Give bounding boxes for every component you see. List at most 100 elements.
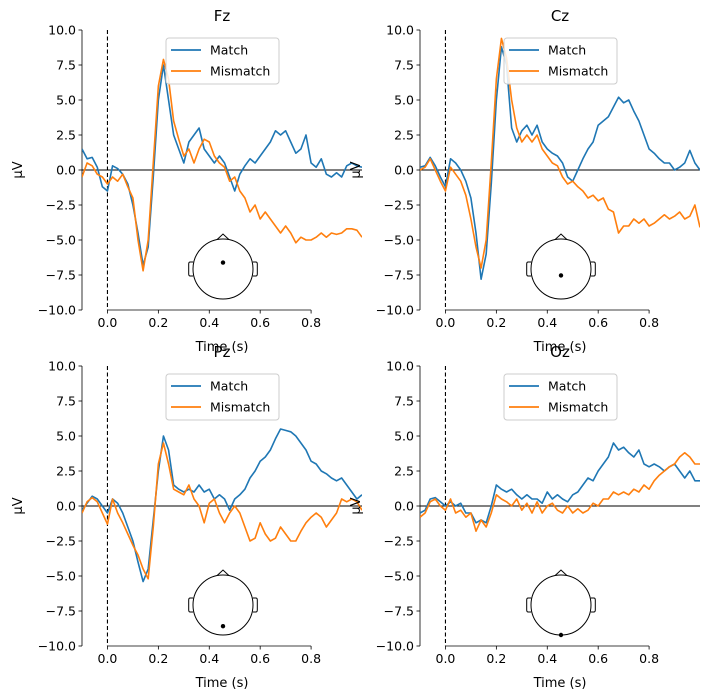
- y-tick-label: 0.0: [394, 163, 414, 178]
- y-tick-label: −7.5: [46, 604, 76, 619]
- series-line-mismatch: [420, 452, 700, 532]
- y-tick-label: 2.5: [56, 464, 76, 479]
- y-tick-label: 7.5: [394, 394, 414, 409]
- x-tick-label: 0.2: [486, 315, 506, 330]
- y-axis-label: µV: [11, 497, 26, 514]
- y-tick-label: −5.0: [46, 233, 76, 248]
- y-tick-label: 0.0: [56, 499, 76, 514]
- x-tick-label: 0.2: [148, 651, 168, 666]
- series-line-mismatch: [420, 37, 700, 269]
- x-tick-label: 0.8: [301, 315, 321, 330]
- y-tick-label: −2.5: [384, 198, 414, 213]
- x-axis-label: Time (s): [195, 340, 249, 355]
- head-sensor-inset: [526, 569, 596, 638]
- y-axis-label: µV: [11, 161, 26, 178]
- series-line-match: [420, 46, 700, 280]
- legend-label-match: Match: [210, 379, 248, 394]
- series-line-mismatch: [82, 58, 362, 272]
- y-tick-label: 10.0: [48, 23, 76, 38]
- x-tick-label: 0.2: [148, 315, 168, 330]
- x-tick-label: 0.4: [199, 651, 219, 666]
- x-tick-label: 0.4: [199, 315, 219, 330]
- y-tick-label: −10.0: [38, 639, 76, 654]
- legend: Match Mismatch: [165, 37, 280, 85]
- left-ear: [526, 261, 532, 277]
- panel-title: Fz: [214, 7, 231, 25]
- y-tick-label: −2.5: [46, 534, 76, 549]
- x-tick-label: 0.0: [98, 315, 118, 330]
- head-sensor-inset: [526, 233, 596, 300]
- series-line-match: [420, 442, 700, 524]
- panel-oz: −10.0 −7.5 −5.0 −2.5 0.0 2.5 5.0 7.5 10.0 0.0 0.2 0…: [349, 343, 700, 691]
- x-tick-label: 0.6: [250, 651, 270, 666]
- legend-label-match: Match: [210, 43, 248, 58]
- panel-title: Oz: [550, 343, 570, 361]
- x-tick-label: 0.0: [436, 651, 456, 666]
- legend-label-mismatch: Mismatch: [210, 400, 270, 415]
- legend-label-mismatch: Mismatch: [548, 400, 608, 415]
- head-outline: [530, 574, 592, 636]
- panel-cz: −10.0 −7.5 −5.0 −2.5 0.0 2.5 5.0 7.5 10.0 0.0 0.2 0…: [349, 7, 700, 355]
- x-axis-label: Time (s): [533, 340, 587, 355]
- sensor-dot: [220, 623, 226, 629]
- y-tick-label: −7.5: [46, 268, 76, 283]
- y-tick-label: −10.0: [376, 639, 414, 654]
- panel-title: Cz: [551, 7, 569, 25]
- legend: Match Mismatch: [165, 373, 280, 421]
- nose: [554, 233, 568, 240]
- y-tick-label: 10.0: [386, 23, 414, 38]
- y-tick-label: 10.0: [386, 359, 414, 374]
- panel-title: Pz: [214, 343, 231, 361]
- right-ear: [252, 597, 258, 613]
- y-tick-label: 2.5: [56, 128, 76, 143]
- y-tick-label: 5.0: [56, 429, 76, 444]
- y-tick-label: −2.5: [46, 198, 76, 213]
- y-tick-label: −7.5: [384, 604, 414, 619]
- y-tick-label: 2.5: [394, 464, 414, 479]
- y-tick-label: 5.0: [394, 429, 414, 444]
- y-axis-label: µV: [349, 161, 364, 178]
- series-group: [82, 58, 362, 272]
- x-tick-label: 0.6: [588, 315, 608, 330]
- nose: [554, 569, 568, 576]
- y-tick-label: 0.0: [56, 163, 76, 178]
- y-tick-label: −7.5: [384, 268, 414, 283]
- panel-fz: −10.0 −7.5 −5.0 −2.5 0.0 2.5 5.0 7.5 10.0 0.0 0.2 0…: [11, 7, 362, 355]
- x-tick-label: 0.6: [250, 315, 270, 330]
- y-tick-label: −5.0: [384, 233, 414, 248]
- x-axis-label: Time (s): [533, 676, 587, 691]
- sensor-dot: [558, 273, 564, 278]
- legend-label-mismatch: Mismatch: [210, 64, 270, 79]
- legend-label-match: Match: [548, 43, 586, 58]
- x-tick-label: 0.8: [639, 651, 659, 666]
- x-tick-label: 0.8: [301, 651, 321, 666]
- left-ear: [188, 597, 194, 613]
- series-line-match: [82, 428, 362, 583]
- right-ear: [252, 261, 258, 277]
- x-tick-label: 0.0: [436, 315, 456, 330]
- series-group: [82, 428, 362, 583]
- y-tick-label: 5.0: [56, 93, 76, 108]
- head-outline: [530, 238, 592, 300]
- legend-label-match: Match: [548, 379, 586, 394]
- y-tick-label: 7.5: [56, 394, 76, 409]
- series-group: [420, 442, 700, 532]
- y-tick-label: 10.0: [48, 359, 76, 374]
- y-tick-label: −10.0: [376, 303, 414, 318]
- sensor-dot: [220, 260, 226, 265]
- y-tick-label: −10.0: [38, 303, 76, 318]
- y-tick-label: 5.0: [394, 93, 414, 108]
- left-ear: [188, 261, 194, 277]
- y-tick-label: 7.5: [56, 58, 76, 73]
- x-tick-label: 0.4: [537, 315, 557, 330]
- right-ear: [590, 261, 596, 277]
- legend-label-mismatch: Mismatch: [548, 64, 608, 79]
- head-sensor-inset: [188, 569, 258, 636]
- x-tick-label: 0.0: [98, 651, 118, 666]
- head-outline: [192, 238, 254, 300]
- left-ear: [526, 597, 532, 613]
- y-tick-label: 2.5: [394, 128, 414, 143]
- nose: [216, 233, 230, 240]
- y-tick-label: −2.5: [384, 534, 414, 549]
- x-tick-label: 0.4: [537, 651, 557, 666]
